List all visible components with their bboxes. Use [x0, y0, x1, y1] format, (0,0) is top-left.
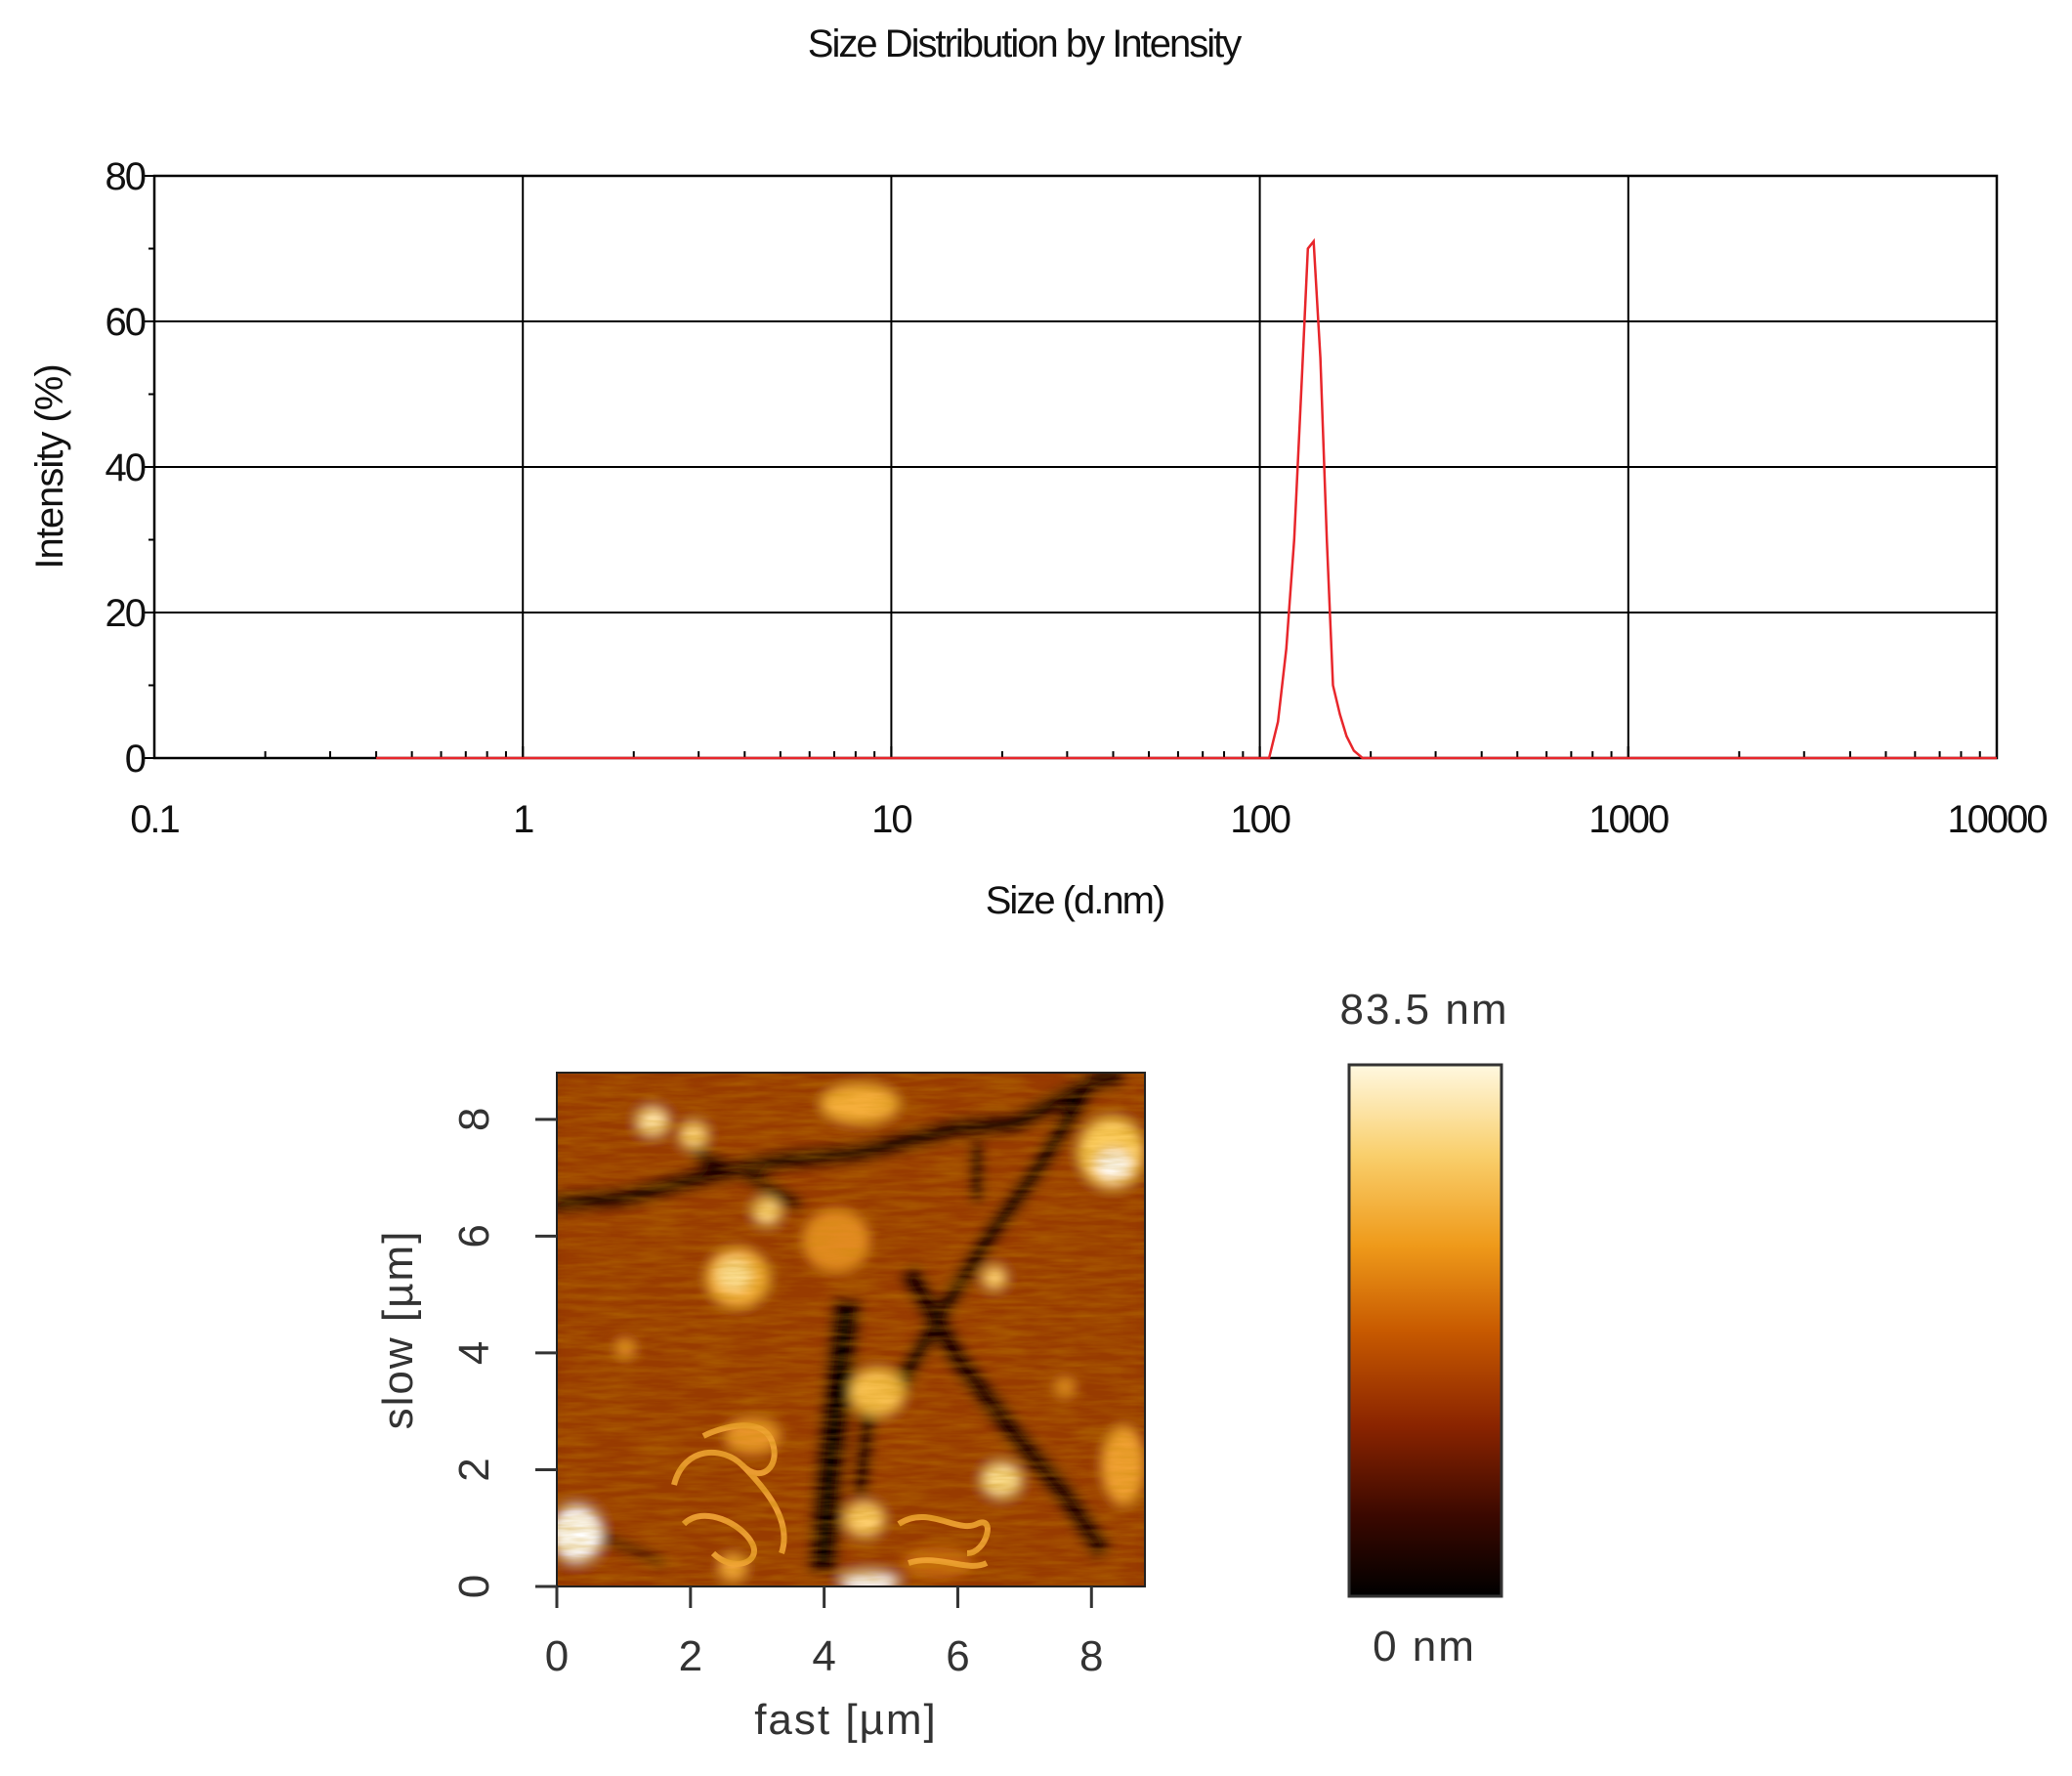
x-tick-label: 10 [871, 798, 911, 841]
afm-y-tick-label: 2 [450, 1458, 498, 1481]
x-tick-label: 100 [1230, 798, 1290, 841]
size-distribution-chart: Size Distribution by Intensity 0.1 1 10 100… [28, 22, 2049, 922]
afm-x-tick-label: 6 [946, 1632, 969, 1680]
afm-y-tick-label: 4 [450, 1341, 498, 1365]
afm-y-ticks: 0 2 4 6 8 [450, 1108, 557, 1598]
afm-x-axis-label: fast [µm] [754, 1696, 938, 1744]
afm-x-ticks: 0 2 4 6 8 [545, 1586, 1104, 1680]
y-tick-labels: 0 20 40 60 80 [106, 155, 148, 781]
chart-minor-ticks [148, 247, 1998, 758]
x-axis-label: Size (d.nm) [986, 879, 1164, 922]
colorbar-min-label: 0 nm [1373, 1623, 1476, 1670]
afm-x-tick-label: 2 [679, 1632, 702, 1680]
afm-image-frame [556, 1072, 1146, 1587]
x-tick-labels: 0.1 1 10 100 1000 10000 [130, 798, 2049, 841]
x-tick-label: 1 [513, 798, 533, 841]
y-tick-label: 60 [106, 301, 146, 344]
afm-y-axis-label: slow [µm] [374, 1230, 422, 1430]
afm-x-tick-label: 4 [812, 1632, 835, 1680]
colorbar [1347, 1063, 1503, 1598]
y-tick-label: 0 [125, 738, 146, 781]
y-tick-label: 40 [106, 446, 146, 489]
y-axis-label: Intensity (%) [28, 364, 71, 569]
series-line-intensity [376, 237, 1997, 760]
x-tick-label: 10000 [1947, 798, 2047, 841]
x-tick-label: 1000 [1588, 798, 1669, 841]
afm-y-tick-label: 6 [450, 1224, 498, 1247]
chart-title: Size Distribution by Intensity [808, 22, 1242, 65]
y-tick-label: 80 [106, 155, 146, 198]
afm-y-tick-label: 8 [450, 1108, 498, 1131]
colorbar-max-label: 83.5 nm [1340, 986, 1509, 1034]
afm-y-tick-label: 0 [450, 1575, 498, 1598]
afm-x-tick-label: 8 [1079, 1632, 1103, 1680]
chart-gridlines [145, 175, 1997, 759]
afm-image [557, 1073, 1145, 1586]
y-tick-label: 20 [106, 592, 146, 635]
x-tick-label: 0.1 [130, 798, 179, 841]
afm-x-tick-label: 0 [545, 1632, 569, 1680]
